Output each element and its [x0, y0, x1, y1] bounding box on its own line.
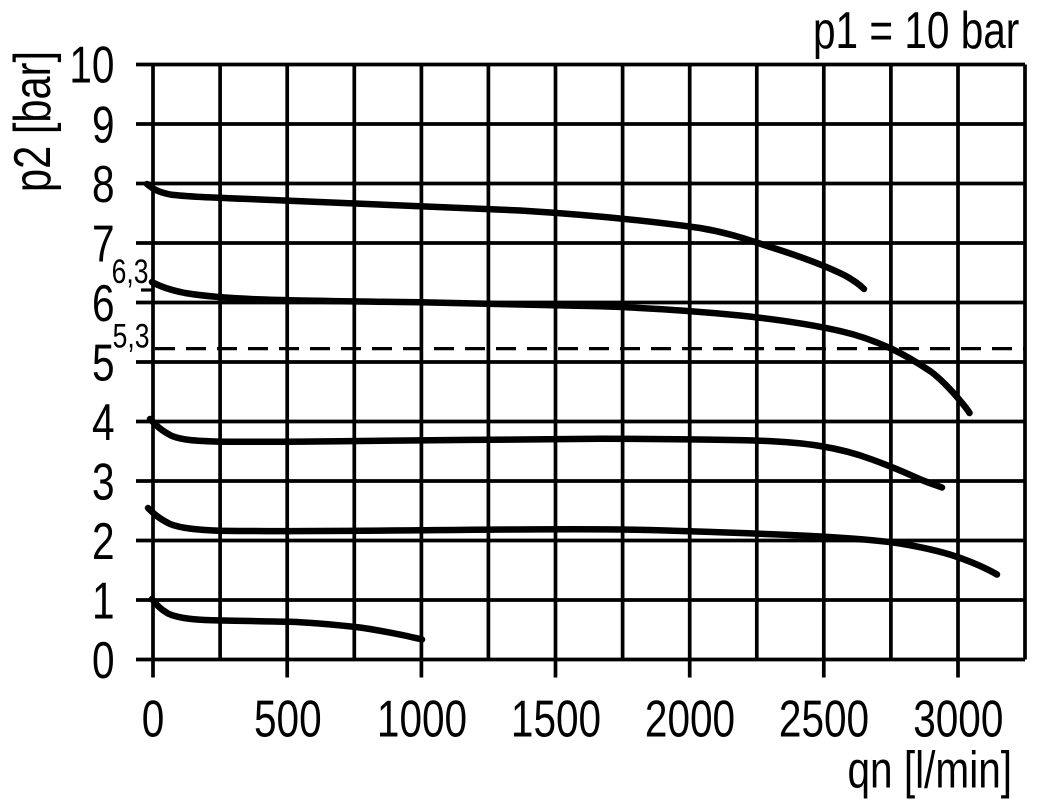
- svg-text:2: 2: [92, 512, 115, 570]
- svg-text:qn [l/min]: qn [l/min]: [848, 741, 1013, 799]
- svg-text:5,3: 5,3: [113, 317, 150, 355]
- svg-text:10: 10: [69, 36, 114, 94]
- svg-text:5: 5: [92, 334, 115, 392]
- svg-text:6,3: 6,3: [112, 253, 149, 291]
- svg-text:1000: 1000: [377, 690, 467, 748]
- svg-text:3: 3: [92, 453, 115, 511]
- svg-text:p1 = 10 bar: p1 = 10 bar: [813, 1, 1019, 59]
- svg-text:8: 8: [92, 155, 115, 213]
- svg-text:4: 4: [92, 393, 115, 451]
- svg-text:0: 0: [142, 690, 165, 748]
- svg-text:0: 0: [92, 631, 115, 689]
- svg-text:500: 500: [254, 690, 322, 748]
- svg-text:2500: 2500: [779, 690, 869, 748]
- svg-text:p2 [bar]: p2 [bar]: [3, 51, 62, 192]
- svg-text:6: 6: [92, 274, 115, 332]
- svg-text:2000: 2000: [645, 690, 735, 748]
- svg-text:7: 7: [92, 215, 115, 273]
- svg-text:3000: 3000: [913, 690, 1003, 748]
- svg-text:9: 9: [92, 96, 115, 154]
- svg-text:1500: 1500: [511, 690, 601, 748]
- svg-text:1: 1: [92, 572, 115, 630]
